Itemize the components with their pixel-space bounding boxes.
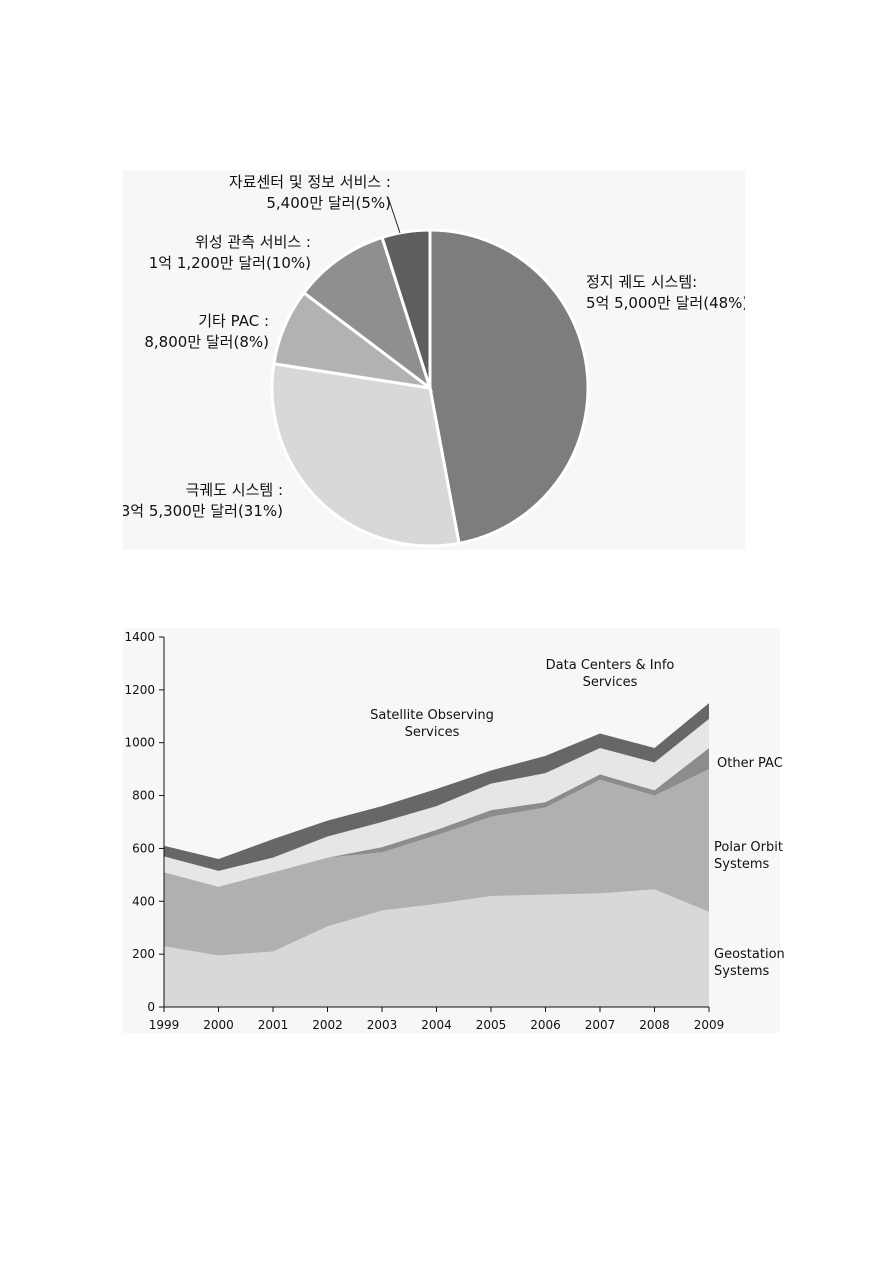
pie-slice (380, 228, 432, 389)
pie-chart: 정지 궤도 시스템: 5억 5,000만 달러(48%) 극궤도 시스템 : 3억 5… (121, 173, 748, 548)
pie-slice-label: 위성 관측 서비스 : (195, 233, 311, 251)
pie-slice (270, 362, 461, 548)
pie-slice-label: 정지 궤도 시스템: (586, 273, 697, 291)
pie-slice-value: 3억 5,300만 달러(31%) (123, 502, 283, 520)
pie-slice-label: 극궤도 시스템 : (186, 481, 283, 499)
pie-slice-value: 5억 5,000만 달러(48%) (586, 294, 745, 312)
pie-slice-value: 5,400만 달러(5%) (266, 194, 391, 212)
leader-line (387, 196, 401, 234)
pie-slice (301, 235, 433, 393)
pie-slice-label: 자료센터 및 정보 서비스 : (229, 173, 391, 191)
pie-slice (428, 228, 590, 546)
pie-slice-value: 8,800만 달러(8%) (144, 333, 269, 351)
pie-slice-label: 기타 PAC : (198, 312, 269, 330)
pie-slice-value: 1억 1,200만 달러(10%) (149, 254, 311, 272)
area-chart-panel (123, 628, 780, 1033)
pie-chart-panel: 정지 궤도 시스템: 5억 5,000만 달러(48%) 극궤도 시스템 : 3억 5… (121, 170, 748, 550)
